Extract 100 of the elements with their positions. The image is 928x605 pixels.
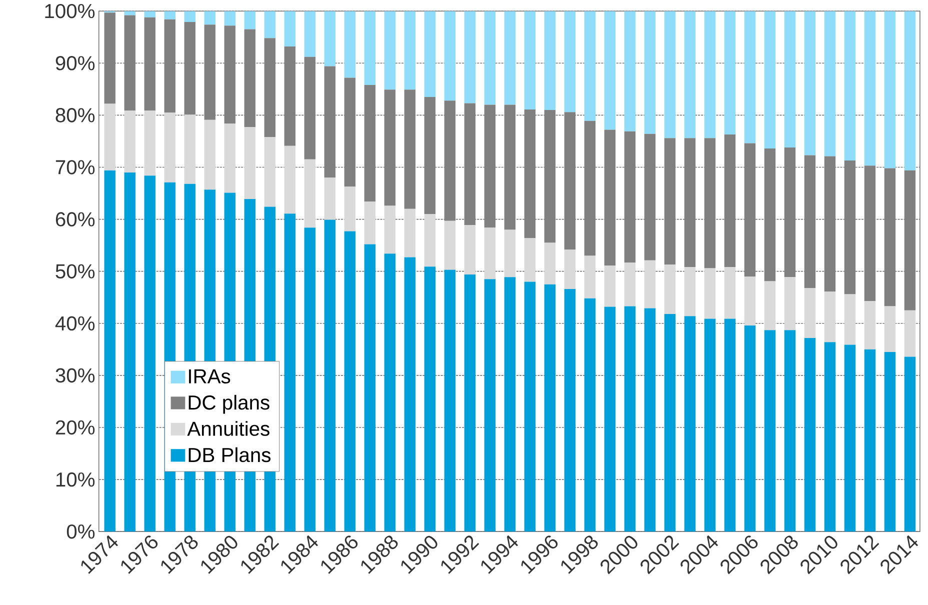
bar (444, 220, 456, 270)
bar (504, 230, 516, 277)
bar (684, 10, 696, 138)
legend-label: DB Plans (188, 447, 270, 462)
bar (404, 208, 416, 258)
bar (744, 10, 756, 144)
bar (524, 10, 536, 110)
bar (484, 104, 496, 228)
bar (324, 178, 336, 220)
bar (324, 66, 336, 178)
bar (824, 156, 836, 292)
bar (404, 257, 416, 532)
bar (344, 231, 356, 532)
bar (784, 330, 796, 532)
bar (744, 325, 756, 532)
bar (504, 10, 516, 105)
bar (544, 110, 556, 243)
bar (464, 103, 476, 225)
bar (304, 228, 316, 532)
bar (264, 38, 276, 137)
bar (804, 338, 816, 532)
bar (864, 166, 876, 301)
bar (284, 146, 296, 214)
bar (264, 10, 276, 38)
bar (664, 138, 676, 264)
bar (544, 10, 556, 110)
bar (844, 10, 856, 160)
bar (644, 134, 656, 260)
y-tick-label: 80% (56, 108, 95, 122)
bar (504, 104, 516, 230)
y-tick-label: 70% (56, 160, 95, 174)
bar (624, 10, 636, 132)
bar (744, 276, 756, 326)
bar (184, 22, 196, 115)
bar (844, 160, 856, 294)
bar (364, 84, 376, 202)
bar (764, 148, 776, 282)
bar (604, 130, 616, 266)
bar (284, 46, 296, 146)
bar (804, 10, 816, 156)
y-tick-label: 10% (56, 472, 95, 487)
bar (684, 138, 696, 268)
bar (524, 109, 536, 238)
bar (724, 267, 736, 319)
bar (604, 10, 616, 130)
bar (484, 10, 496, 105)
legend-label: Annuities (187, 420, 270, 436)
bar (664, 314, 676, 532)
y-tick-label: 60% (56, 212, 95, 226)
bar (444, 270, 456, 532)
bar (124, 10, 136, 16)
bar (824, 10, 836, 156)
bar (284, 10, 296, 46)
legend-label: DC plans (188, 394, 270, 414)
bar (404, 90, 416, 209)
bar (244, 127, 256, 199)
bar (524, 282, 536, 532)
bar (624, 131, 636, 262)
bar (204, 120, 216, 190)
bar (384, 10, 396, 90)
bar (904, 310, 916, 357)
bar (864, 349, 876, 532)
bar (584, 10, 596, 121)
bar (744, 143, 756, 276)
bar (644, 260, 656, 308)
bar (364, 201, 376, 244)
bar (904, 10, 916, 170)
bar (724, 134, 736, 268)
bar (284, 213, 296, 532)
bar (704, 10, 716, 138)
bar (304, 10, 316, 57)
bar (564, 288, 576, 532)
bar (684, 316, 696, 532)
bar (564, 112, 576, 250)
bar (364, 244, 376, 532)
y-tick-label: 30% (56, 368, 95, 382)
bar (864, 10, 876, 166)
bar (764, 10, 776, 148)
bar (584, 120, 596, 256)
bar (224, 10, 236, 26)
bar (704, 268, 716, 319)
bar (764, 330, 776, 532)
bar (564, 249, 576, 289)
bar (364, 10, 376, 85)
bar (424, 214, 436, 267)
bar (624, 262, 636, 306)
bar (224, 123, 236, 193)
bar (604, 266, 616, 307)
bar (664, 10, 676, 138)
bar (884, 168, 896, 306)
bar (884, 306, 896, 352)
bar (604, 306, 616, 532)
bar (144, 10, 156, 18)
bar (424, 266, 436, 532)
bar (584, 256, 596, 298)
y-tick-label: 50% (56, 264, 95, 278)
bar (404, 10, 416, 90)
bar (704, 138, 716, 268)
bar (184, 114, 196, 184)
bar (384, 254, 396, 532)
